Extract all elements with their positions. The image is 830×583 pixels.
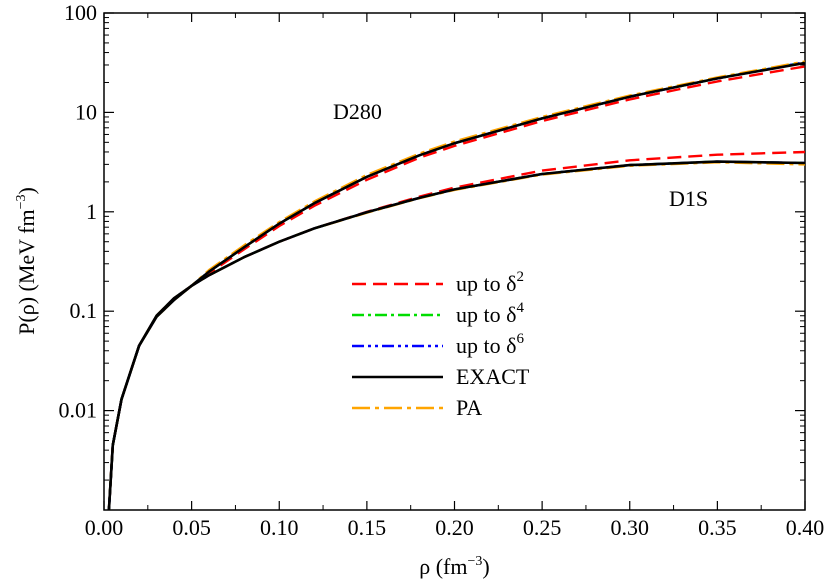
- x-tick-label: 0.15: [348, 515, 387, 540]
- series-line-d1s-7: [107, 160, 805, 510]
- y-tick-label: 1: [86, 199, 97, 224]
- annotation-d280: D280: [333, 99, 382, 124]
- y-tick-label: 0.1: [70, 298, 98, 323]
- legend-label: EXACT: [456, 364, 530, 389]
- x-tick-label: 0.20: [435, 515, 474, 540]
- y-axis-ticks: 0.01 0.1 1 10 100: [59, 0, 805, 481]
- x-tick-label: 0.40: [786, 515, 825, 540]
- series-line-d280-4: [107, 60, 805, 510]
- y-tick-label: 100: [64, 0, 97, 25]
- x-tick-label: 0.30: [611, 515, 650, 540]
- x-tick-label: 0.35: [698, 515, 737, 540]
- annotation-d1s: D1S: [669, 186, 708, 211]
- x-axis-label: ρ (fm−3): [419, 554, 489, 579]
- x-tick-label: 0.05: [172, 515, 211, 540]
- series-line-d1s-6: [107, 160, 805, 510]
- legend: up to δ2 up to δ4 up to δ6 EXACT PA: [352, 269, 530, 420]
- legend-label: up to δ6: [456, 331, 524, 358]
- series-line-d1s-8: [107, 160, 805, 510]
- y-tick-label: 0.01: [59, 398, 98, 423]
- x-axis-ticks: 0.00 0.05 0.10 0.15 0.20 0.25 0.30 0.35 0.40: [85, 13, 825, 540]
- legend-label: up to δ2: [456, 269, 524, 296]
- series-layer: [107, 60, 805, 510]
- legend-label: PA: [456, 395, 482, 420]
- x-tick-label: 0.10: [260, 515, 299, 540]
- x-tick-label: 0.00: [85, 515, 124, 540]
- series-line-d1s-9: [107, 161, 805, 510]
- y-axis-label: P(ρ) (MeV fm−3): [14, 187, 39, 335]
- legend-label: up to δ4: [456, 300, 524, 327]
- x-tick-label: 0.25: [523, 515, 562, 540]
- plot-frame: [103, 12, 806, 511]
- y-tick-label: 10: [75, 99, 97, 124]
